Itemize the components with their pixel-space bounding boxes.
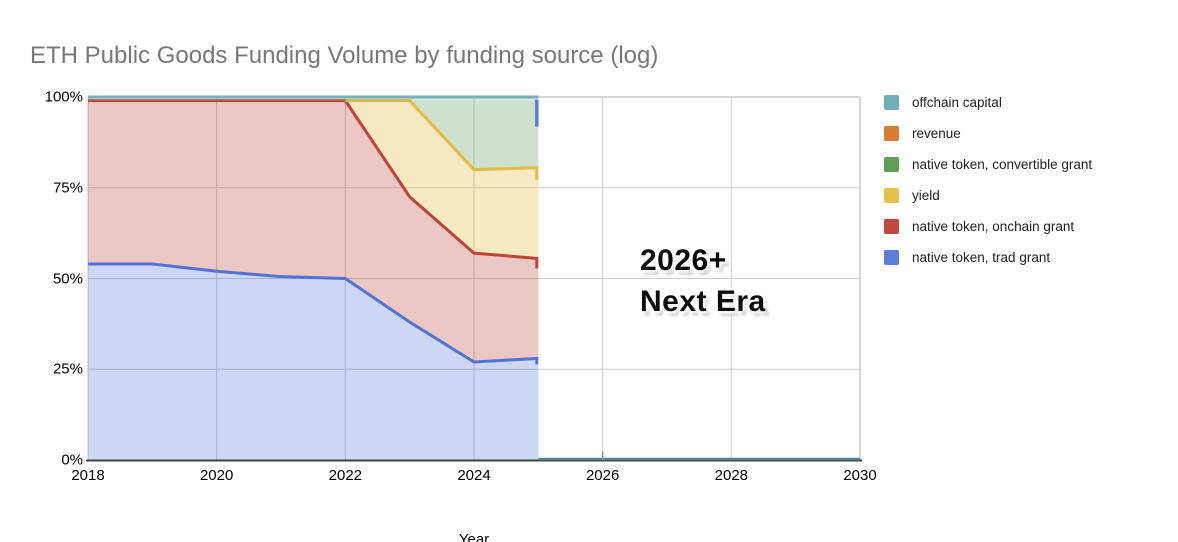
y-axis-label: 100%: [44, 88, 83, 106]
legend-swatch-icon: [884, 95, 899, 110]
annotation-line-1: 2026+: [640, 244, 727, 277]
legend-swatch-icon: [884, 188, 899, 203]
x-axis-label: 2028: [714, 467, 749, 484]
y-axis-label: 25%: [52, 360, 83, 378]
legend-swatch-icon: [884, 126, 899, 141]
area-native-token-onchain-grant: [88, 100, 539, 362]
legend-swatch-icon: [884, 219, 899, 234]
x-axis-label: 2024: [457, 467, 491, 484]
y-axis-label: 0%: [61, 451, 83, 469]
x-axis-label: 2026: [585, 467, 620, 484]
legend-item: revenue: [884, 126, 1092, 141]
legend-item-label: offchain capital: [912, 95, 1002, 110]
x-axis-title: Year: [458, 531, 490, 542]
x-axis-label: 2018: [71, 467, 105, 484]
chart-title: ETH Public Goods Funding Volume by fundi…: [30, 42, 659, 69]
area-yield: [88, 100, 539, 259]
x-axis-label: 2020: [199, 467, 234, 484]
legend-item: native token, trad grant: [884, 250, 1092, 265]
legend-item-label: native token, trad grant: [912, 250, 1051, 265]
line-native-token-onchain-grant: [88, 99, 539, 261]
x-axis-label: 2022: [328, 467, 363, 484]
legend-item-label: yield: [912, 188, 940, 203]
annotation-line-2: Next Era: [640, 285, 766, 318]
legend-item-label: revenue: [912, 126, 961, 141]
annotation: 2026+ Next Era: [640, 240, 766, 322]
legend-item: offchain capital: [884, 95, 1092, 110]
line-native-token-trad-grant: [88, 262, 539, 364]
legend-swatch-icon: [884, 250, 899, 265]
legend-item-label: native token, onchain grant: [912, 219, 1075, 234]
y-axis-label: 75%: [52, 179, 83, 197]
legend-swatch-icon: [884, 157, 899, 172]
legend: offchain capital revenue native token, con…: [884, 95, 1092, 281]
area-native-token-trad-grant: [88, 263, 539, 460]
legend-item: native token, convertible grant: [884, 157, 1092, 172]
legend-item: native token, onchain grant: [884, 219, 1092, 234]
x-axis-label: 2030: [843, 467, 877, 484]
line-yield: [345, 99, 539, 172]
legend-item: yield: [884, 188, 1092, 203]
y-axis-label: 50%: [52, 270, 83, 287]
legend-item-label: native token, convertible grant: [912, 157, 1093, 172]
